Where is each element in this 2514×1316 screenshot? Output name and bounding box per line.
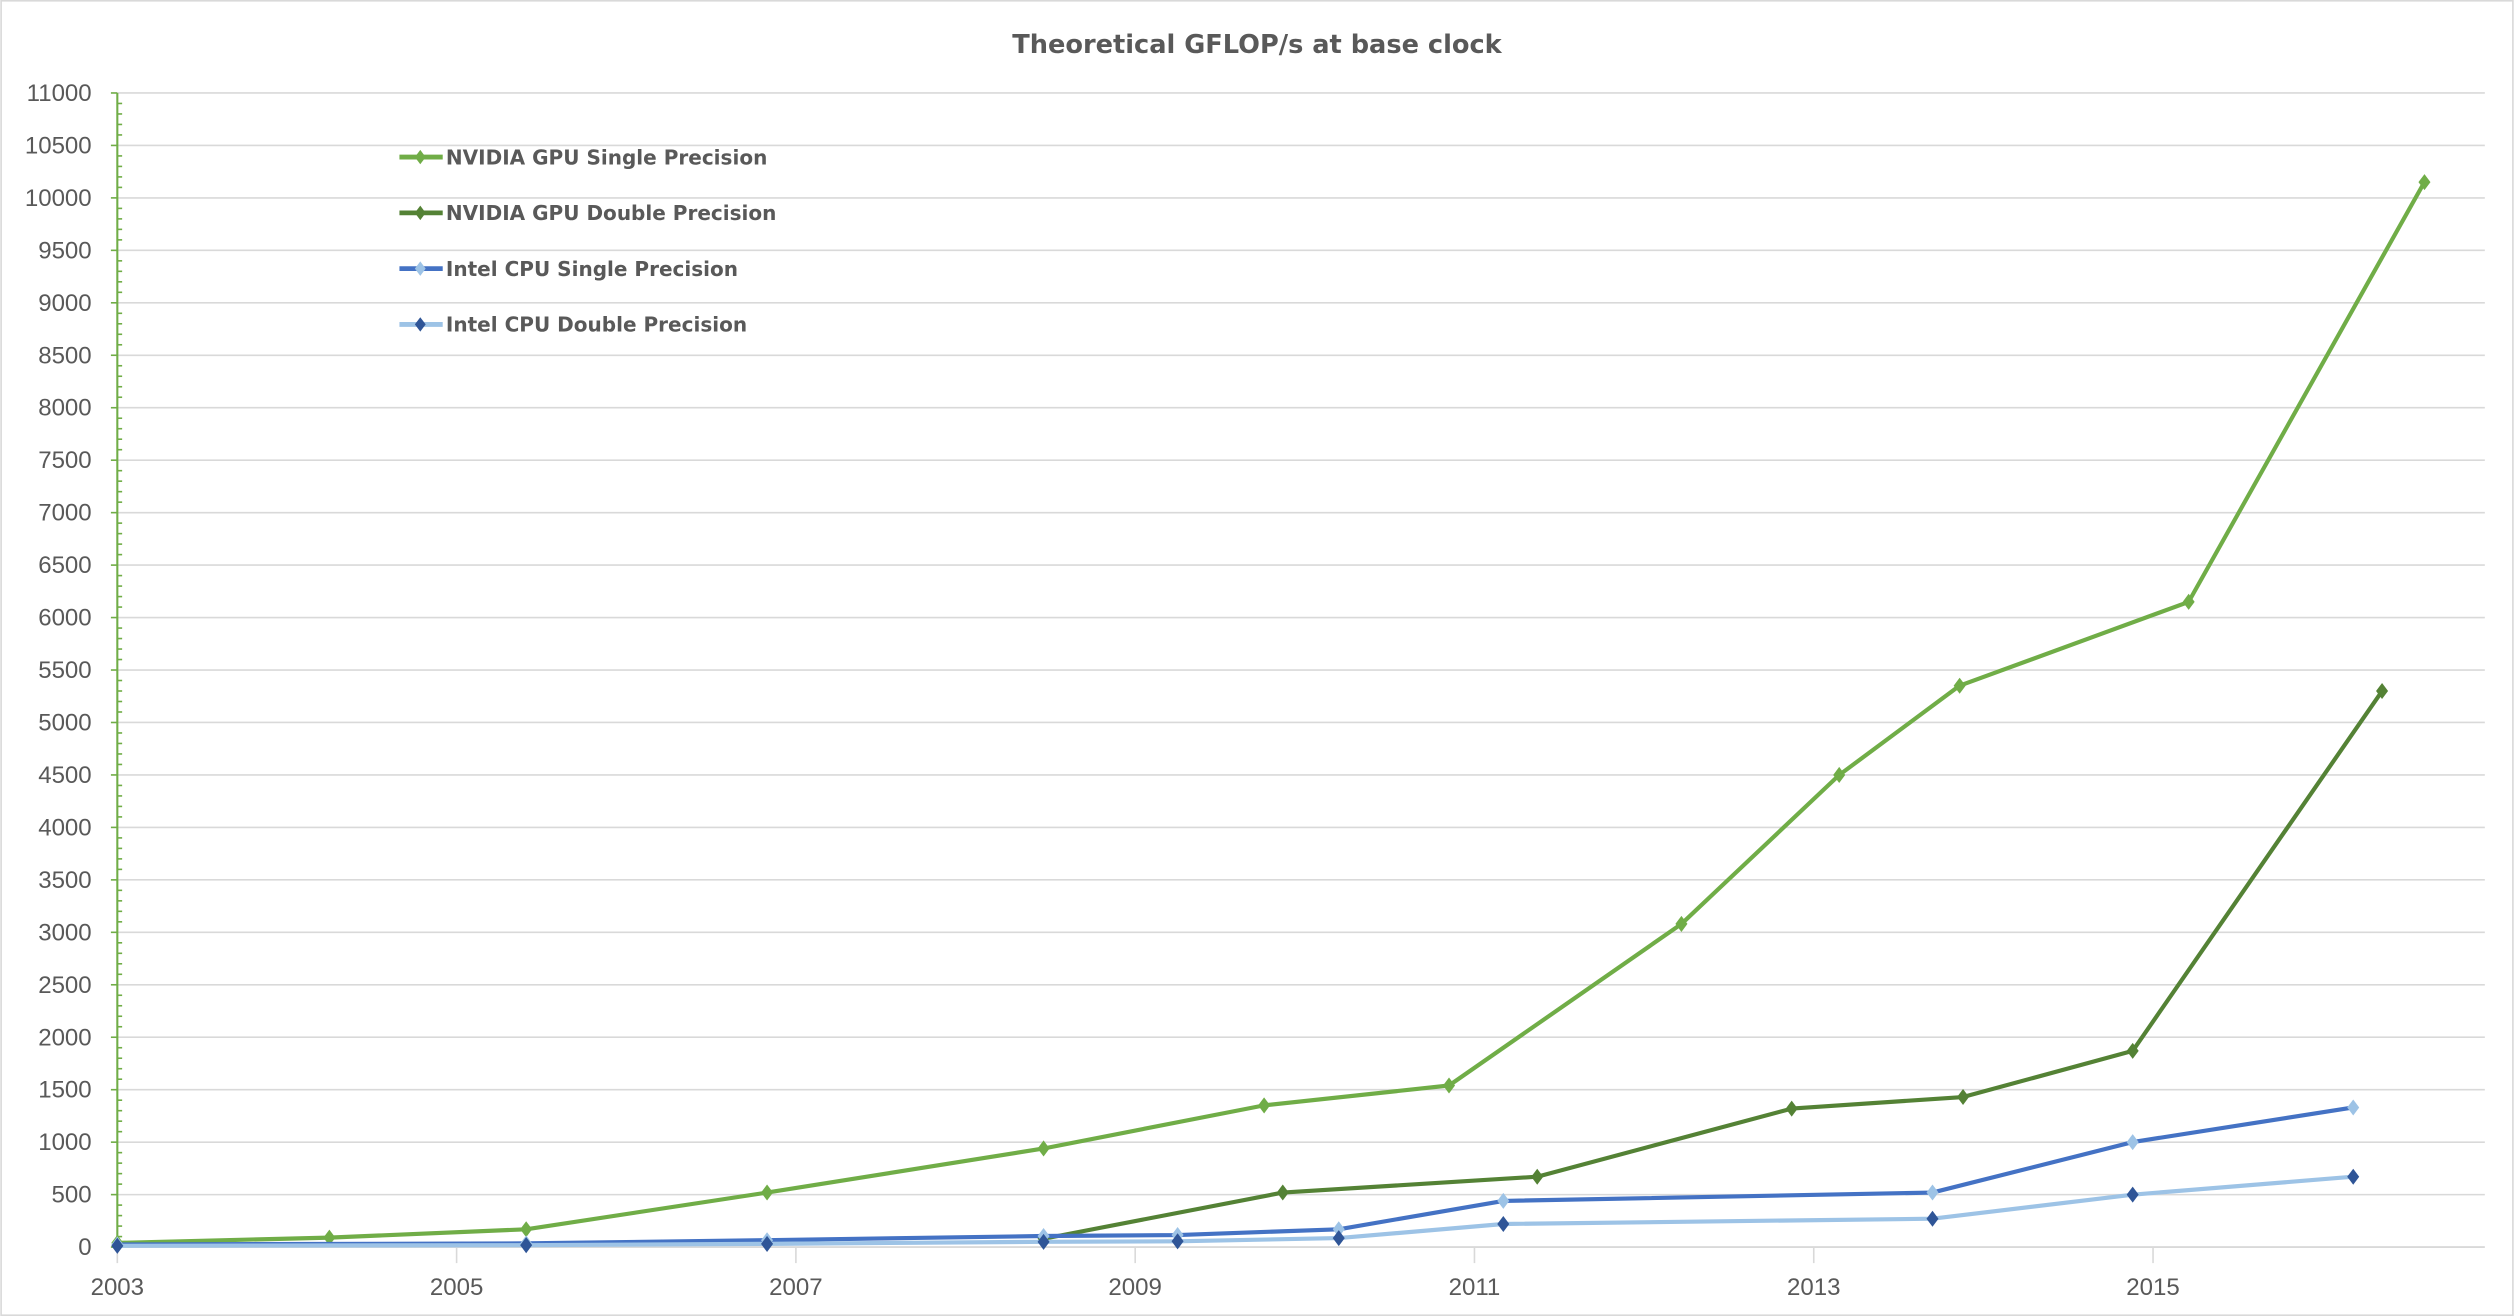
data-point — [1276, 1184, 1289, 1201]
legend-label: NVIDIA GPU Single Precision — [446, 145, 767, 169]
legend-marker — [414, 149, 426, 165]
series-line — [117, 1105, 2354, 1247]
y-tick-label: 5000 — [38, 709, 91, 736]
y-tick-label: 3000 — [38, 919, 91, 946]
data-point — [1037, 1233, 1050, 1250]
data-point — [1443, 1077, 1456, 1094]
data-point — [323, 1229, 336, 1246]
data-point — [1957, 1089, 1970, 1106]
y-tick-label: 10000 — [25, 185, 92, 212]
y-tick-label: 3500 — [38, 867, 91, 894]
y-tick-label: 7500 — [38, 447, 91, 474]
y-tick-label: 2500 — [38, 972, 91, 999]
y-tick-label: 500 — [52, 1182, 92, 1209]
y-tick-label: 7000 — [38, 500, 91, 527]
data-point — [761, 1235, 774, 1252]
data-point — [1332, 1221, 1345, 1238]
y-tick-label: 5500 — [38, 657, 91, 684]
data-point — [2418, 174, 2431, 191]
data-point — [520, 1237, 533, 1254]
data-point — [2182, 593, 2195, 610]
data-point — [761, 1184, 774, 1201]
data-point — [1497, 1192, 1510, 1209]
y-tick-label: 2000 — [38, 1024, 91, 1051]
legend-item: Intel CPU Single Precision — [399, 257, 738, 281]
y-tick-label: 1500 — [38, 1077, 91, 1104]
data-point — [1675, 915, 1688, 932]
legend-marker — [414, 205, 426, 221]
data-point — [2347, 1099, 2360, 1116]
y-tick-label: 9000 — [38, 290, 91, 317]
x-tick-label: 2011 — [1449, 1274, 1501, 1301]
data-point — [2347, 1168, 2360, 1185]
y-tick-label: 6500 — [38, 552, 91, 579]
x-tick-label: 2013 — [1787, 1274, 1840, 1301]
y-tick-label: 4500 — [38, 762, 91, 789]
data-point — [1531, 1168, 1544, 1185]
data-point — [1332, 1230, 1345, 1247]
y-tick-label: 11000 — [27, 80, 92, 107]
y-tick-label: 6000 — [38, 605, 91, 632]
data-point — [1171, 1233, 1184, 1250]
legend-item: NVIDIA GPU Double Precision — [399, 201, 776, 225]
x-tick-label: 2009 — [1108, 1274, 1161, 1301]
legend-marker — [414, 317, 426, 332]
legend-label: NVIDIA GPU Double Precision — [446, 201, 777, 225]
y-tick-label: 8000 — [38, 395, 91, 422]
y-tick-label: 10500 — [25, 132, 92, 159]
data-point — [1258, 1097, 1271, 1114]
data-point — [1833, 766, 1846, 783]
legend-item: Intel CPU Double Precision — [399, 313, 747, 337]
x-tick-label: 2003 — [91, 1274, 144, 1301]
x-tick-label: 2015 — [2126, 1274, 2179, 1301]
y-tick-label: 0 — [78, 1234, 91, 1261]
chart-title: Theoretical GFLOP/s at base clock — [1012, 30, 1502, 60]
legend-label: Intel CPU Single Precision — [446, 257, 738, 281]
data-point — [2376, 682, 2389, 700]
data-point — [111, 1237, 124, 1254]
data-point — [1037, 1140, 1050, 1157]
legend-marker — [414, 261, 426, 276]
x-tick-label: 2007 — [769, 1274, 822, 1301]
data-point — [1926, 1210, 1939, 1227]
y-tick-label: 4000 — [38, 814, 91, 841]
data-point — [1953, 677, 1966, 694]
data-point — [1785, 1100, 1798, 1117]
y-tick-label: 9500 — [38, 237, 91, 264]
series-line — [117, 1174, 2354, 1248]
y-tick-label: 8500 — [38, 342, 91, 369]
legend-label: Intel CPU Double Precision — [446, 313, 747, 337]
series-line — [117, 181, 2427, 1245]
x-tick-label: 2005 — [430, 1274, 483, 1301]
series-intel-cpu-double-precision — [111, 1168, 2360, 1254]
legend-item: NVIDIA GPU Single Precision — [399, 145, 767, 169]
data-point — [1926, 1184, 1939, 1201]
data-point — [1497, 1215, 1510, 1233]
data-point — [520, 1221, 533, 1238]
y-tick-label: 1000 — [38, 1129, 91, 1156]
